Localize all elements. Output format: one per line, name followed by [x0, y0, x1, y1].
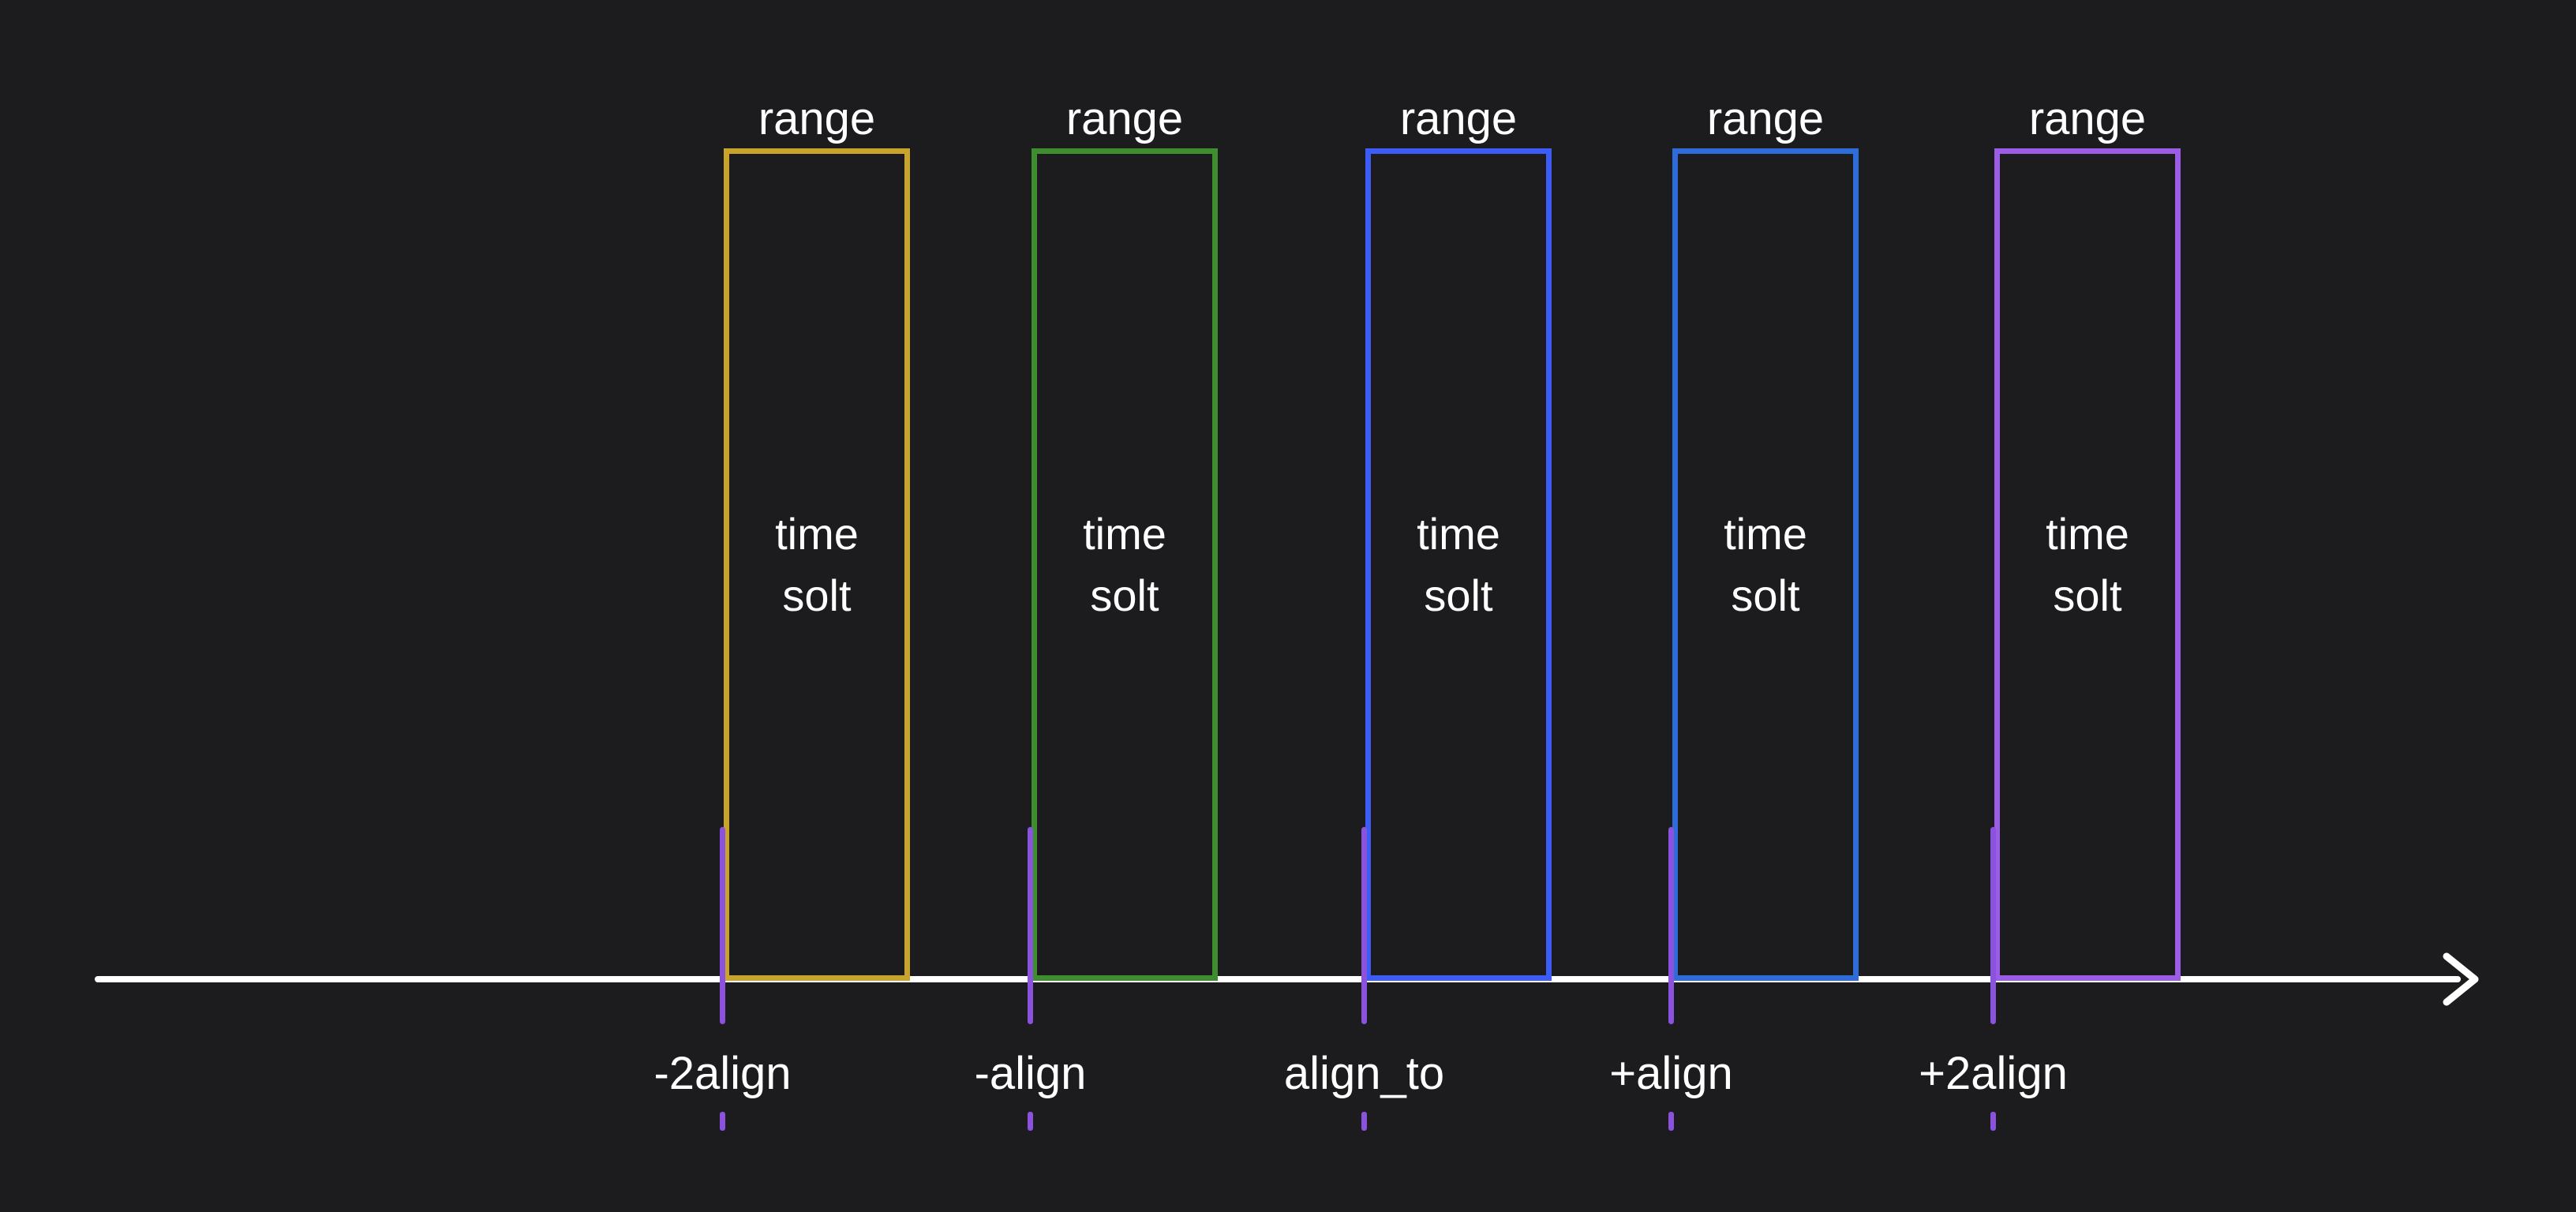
- time-slot-box: time solt: [1365, 148, 1552, 981]
- time-slot-text-line2: solt: [1731, 570, 1800, 620]
- time-slot-box: time solt: [1032, 148, 1218, 981]
- time-slot-text: time solt: [1724, 503, 1807, 627]
- range-label: range: [1065, 93, 1184, 144]
- axis-arrowhead-icon: [2443, 952, 2479, 1006]
- tick-group-align-to: align_to: [1284, 827, 1444, 1131]
- range-label: range: [1706, 93, 1825, 144]
- tick-line: [1028, 827, 1033, 1024]
- time-slot-text-line2: solt: [2053, 570, 2122, 620]
- slot-group-2: range time solt: [1032, 95, 1218, 981]
- time-slot-text-line1: time: [775, 508, 859, 559]
- time-slot-text-line2: solt: [782, 570, 852, 620]
- tick-group-minus-2align: -2align: [653, 827, 792, 1131]
- range-label: range: [758, 93, 876, 144]
- time-slot-text: time solt: [2046, 503, 2129, 627]
- tick-label: +align: [1609, 1048, 1733, 1099]
- tick-group-plus-align: +align: [1609, 827, 1733, 1131]
- time-slot-text: time solt: [1417, 503, 1500, 627]
- tick-dash: [1668, 1112, 1674, 1131]
- range-label: range: [2028, 93, 2147, 144]
- tick-dash: [720, 1112, 725, 1131]
- tick-line: [720, 827, 725, 1024]
- range-label: range: [1399, 93, 1518, 144]
- time-slot-text-line1: time: [1724, 508, 1807, 559]
- tick-label: +2align: [1919, 1048, 2068, 1099]
- tick-label: -align: [974, 1048, 1087, 1099]
- tick-line: [1990, 827, 1996, 1024]
- axis-arrowhead-stroke: [2443, 952, 2479, 1006]
- tick-dash: [1361, 1112, 1367, 1131]
- tick-line: [1668, 827, 1674, 1024]
- tick-label: align_to: [1283, 1048, 1445, 1099]
- time-slot-text-line2: solt: [1424, 570, 1493, 620]
- time-slot-box: time solt: [724, 148, 910, 981]
- timeline-axis: [95, 976, 2461, 982]
- time-slot-box: time solt: [1672, 148, 1859, 981]
- tick-group-minus-align: -align: [975, 827, 1086, 1131]
- slot-group-5: range time solt: [1994, 95, 2181, 981]
- slot-group-4: range time solt: [1672, 95, 1859, 981]
- tick-dash: [1028, 1112, 1033, 1131]
- time-slot-text-line1: time: [2046, 508, 2129, 559]
- tick-line: [1361, 827, 1367, 1024]
- time-slot-box: time solt: [1994, 148, 2181, 981]
- slot-group-3: range time solt: [1365, 95, 1552, 981]
- tick-label: -2align: [653, 1048, 792, 1099]
- time-slot-text-line1: time: [1083, 508, 1166, 559]
- time-slot-text-line1: time: [1417, 508, 1500, 559]
- tick-group-plus-2align: +2align: [1919, 827, 2068, 1131]
- slot-group-1: range time solt: [724, 95, 910, 981]
- time-slot-text: time solt: [775, 503, 859, 627]
- time-slot-text: time solt: [1083, 503, 1166, 627]
- time-slot-text-line2: solt: [1090, 570, 1159, 620]
- tick-dash: [1990, 1112, 1996, 1131]
